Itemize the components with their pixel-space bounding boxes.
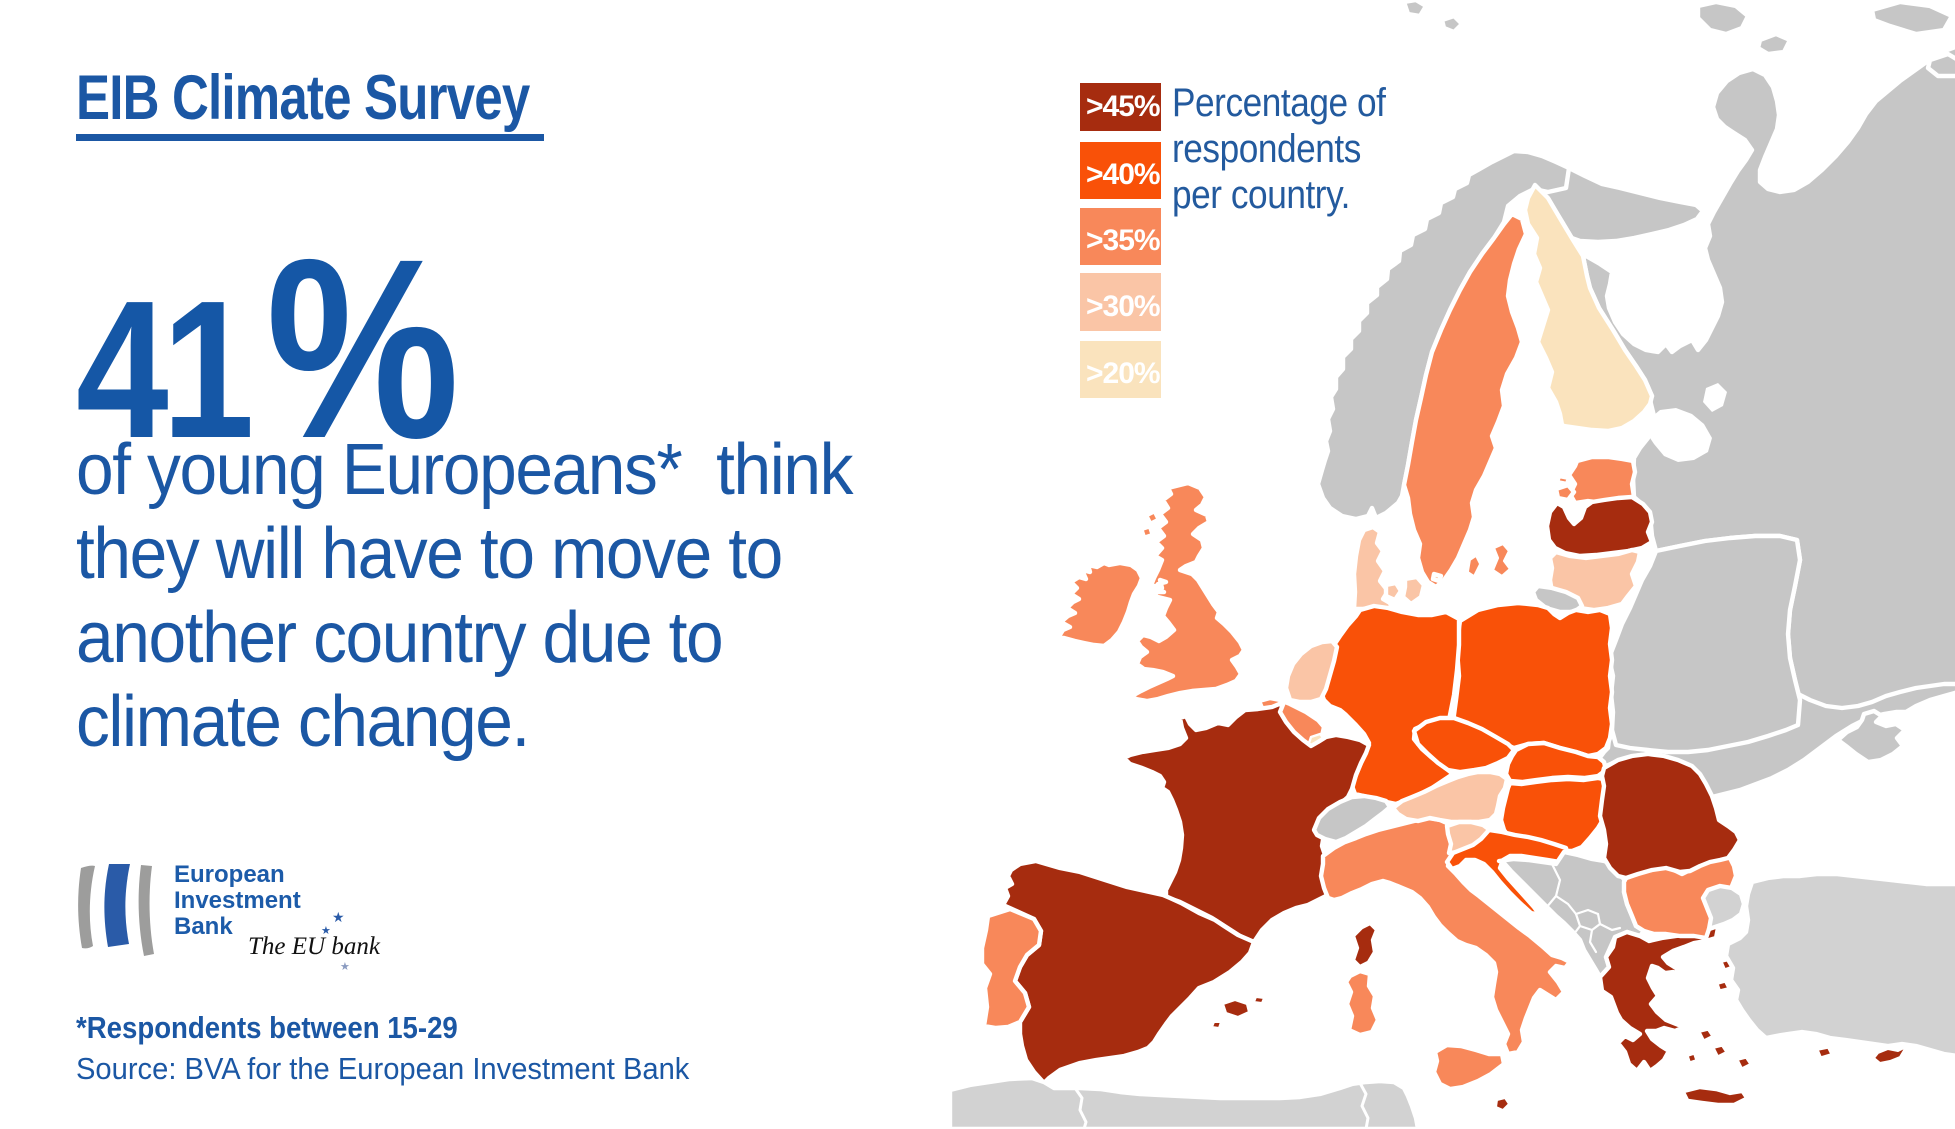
svg-text:★: ★ bbox=[332, 909, 345, 925]
svg-text:Bank: Bank bbox=[174, 913, 233, 940]
svg-text:★: ★ bbox=[321, 925, 331, 937]
svg-text:European: European bbox=[174, 862, 285, 888]
svg-text:★: ★ bbox=[340, 961, 350, 972]
svg-text:Investment: Investment bbox=[174, 887, 301, 914]
svg-text:The EU bank: The EU bank bbox=[248, 933, 381, 960]
